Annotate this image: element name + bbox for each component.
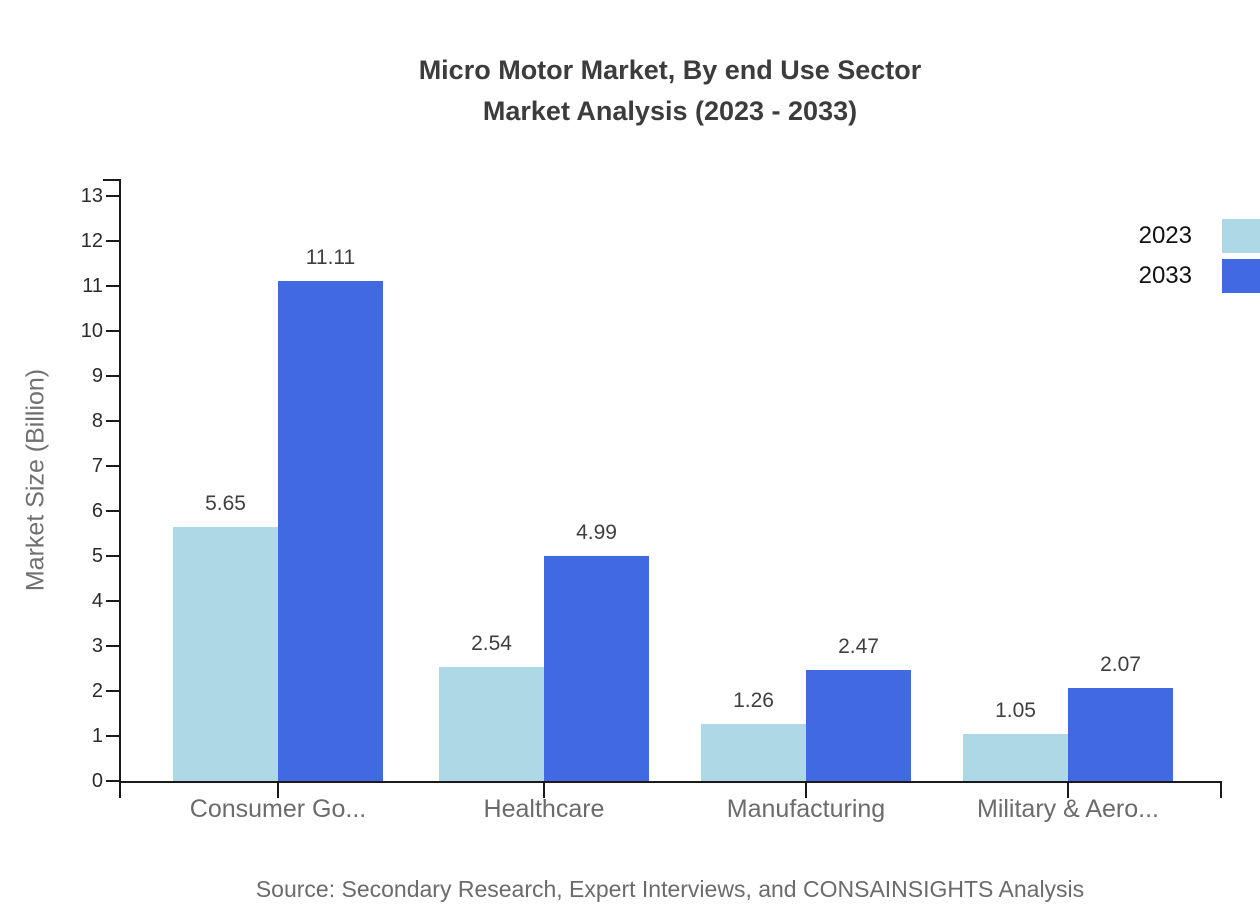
bar-2023 [173,526,278,781]
y-axis-tick-label: 2 [91,680,103,702]
y-axis-tick-label: 4 [91,590,103,612]
y-axis-tick-label: 1 [91,725,103,747]
y-axis-tick [106,420,119,422]
legend-swatch [1222,219,1260,253]
bar-2033 [1068,687,1173,781]
y-axis-tick [106,285,119,287]
y-axis-tick [106,645,119,647]
chart-title: Micro Motor Market, By end Use Sector Ma… [80,50,1260,132]
x-category-label: Military & Aero... [977,795,1159,823]
x-category-label: Consumer Go... [189,795,367,823]
y-axis-tick-label: 3 [91,635,103,657]
y-axis-tick [106,780,119,782]
y-axis-tick-label: 12 [80,230,103,252]
y-axis-tick-label: 13 [80,185,103,207]
y-axis-tick [106,735,119,737]
y-axis-tick [106,600,119,602]
bar-2023 [963,733,1068,781]
bar-value-label: 2.07 [1100,652,1141,676]
y-axis-title: Market Size (Billion) [21,368,50,592]
y-axis-tick-label: 0 [91,770,103,792]
source-note: Source: Secondary Research, Expert Inter… [255,876,1085,902]
legend-swatch [1222,259,1260,293]
y-axis-tick [106,690,119,692]
chart-title-line2: Market Analysis (2023 - 2033) [482,96,858,126]
legend-item: 2033 [1139,259,1260,293]
x-axis-tick [543,783,545,798]
y-axis-tick-label: 5 [91,545,103,567]
x-axis-tick [277,783,279,798]
bar-value-label: 2.47 [838,634,879,658]
y-axis-tick-label: 9 [91,365,103,387]
bar-2023 [701,724,806,781]
y-axis-tick [106,555,119,557]
y-axis-tick-label: 6 [91,500,103,522]
bar-value-label: 11.11 [305,246,356,270]
y-axis-tick [106,375,119,377]
y-axis-tick [106,240,119,242]
y-axis-tick-label: 7 [91,455,103,477]
legend-label: 2033 [1138,262,1192,289]
y-axis-end-cap [103,179,121,181]
legend-label: 2023 [1138,222,1192,249]
legend: 2023 2033 [1139,219,1260,299]
x-axis-end-cap [1220,783,1222,798]
bar-2033 [278,281,383,781]
bar-2033 [806,669,911,781]
bar-value-label: 2.54 [471,631,512,655]
bar-value-label: 1.05 [995,698,1036,722]
chart-title-line1: Micro Motor Market, By end Use Sector [418,55,922,85]
y-axis-tick [106,330,119,332]
x-category-label: Healthcare [483,795,605,823]
x-category-label: Manufacturing [726,795,886,823]
y-axis-tick [106,510,119,512]
y-axis-tick [106,465,119,467]
bar-value-label: 5.65 [205,491,246,515]
x-axis-tick [805,783,807,798]
y-axis-tick-label: 11 [82,275,103,297]
bar-value-label: 4.99 [576,521,617,545]
y-axis-line [119,179,121,798]
bar-value-label: 1.26 [733,689,774,713]
y-axis-tick-label: 10 [80,320,103,342]
legend-item: 2023 [1139,219,1260,253]
plot-area: 0 1 2 3 4 5 6 7 8 9 10 11 12 13 5.65 11.11 Consumer Go..… [81,179,1222,823]
y-axis-tick [106,195,119,197]
y-axis-tick-label: 8 [91,410,103,432]
x-axis-line [119,781,1222,783]
bar-2033 [544,556,649,781]
bar-2023 [439,666,544,781]
x-axis-tick [1067,783,1069,798]
